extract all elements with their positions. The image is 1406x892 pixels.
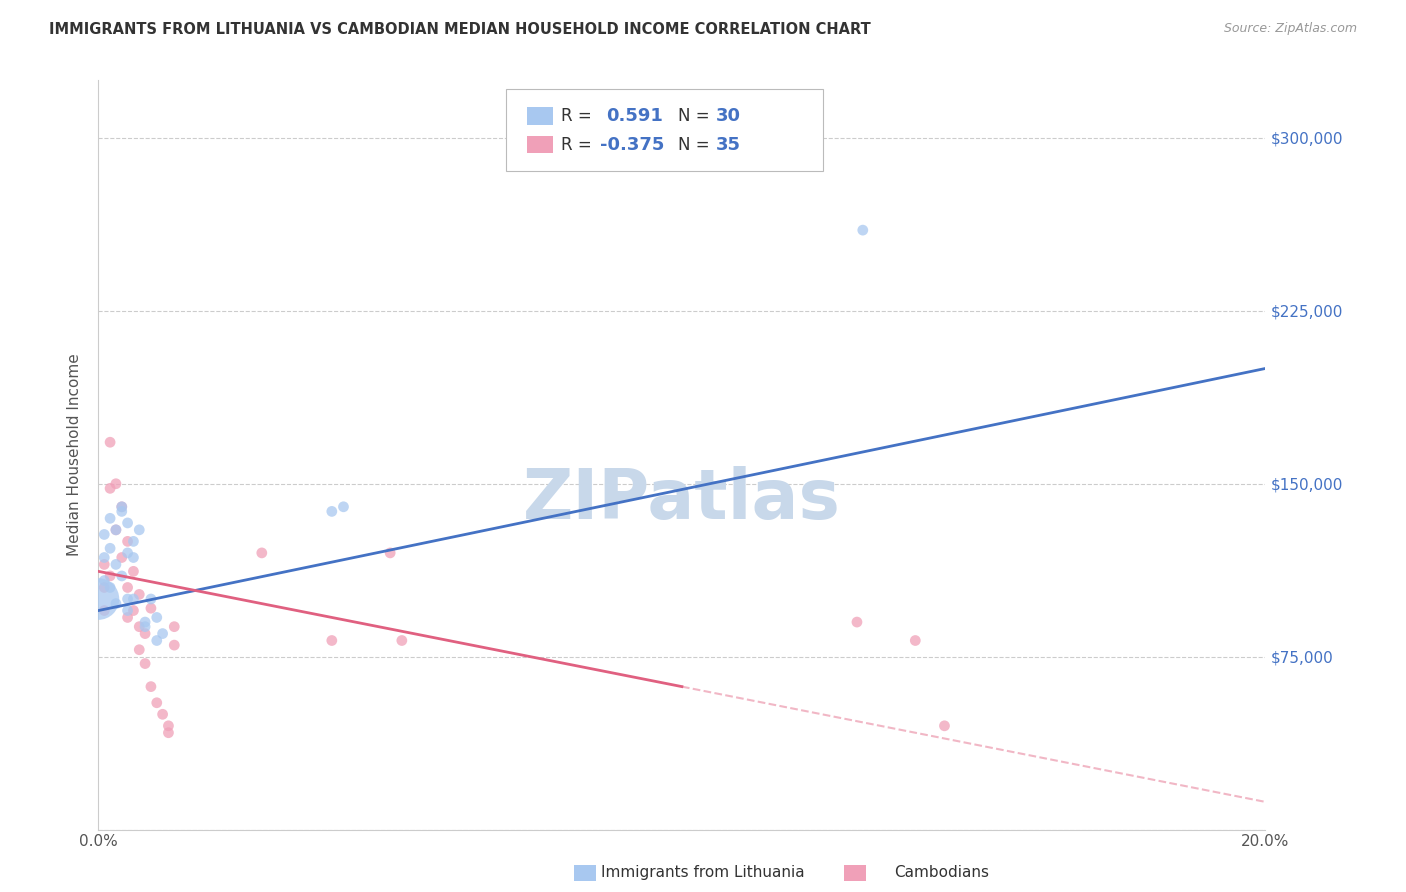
Point bbox=[128, 587, 150, 601]
Point bbox=[93, 527, 115, 541]
Point bbox=[134, 620, 156, 634]
Point bbox=[87, 592, 110, 607]
Point bbox=[152, 626, 174, 640]
Point bbox=[128, 620, 150, 634]
Point bbox=[111, 569, 134, 583]
Point bbox=[122, 592, 145, 607]
Text: Source: ZipAtlas.com: Source: ZipAtlas.com bbox=[1223, 22, 1357, 36]
Point bbox=[93, 581, 115, 595]
Text: R =: R = bbox=[561, 136, 598, 153]
Point bbox=[146, 696, 169, 710]
Point bbox=[250, 546, 273, 560]
Point bbox=[391, 633, 413, 648]
Point bbox=[846, 615, 869, 629]
Point bbox=[904, 633, 927, 648]
Point bbox=[111, 550, 134, 565]
Point bbox=[128, 523, 150, 537]
Point bbox=[139, 601, 162, 615]
Point bbox=[98, 541, 121, 556]
Point bbox=[332, 500, 354, 514]
Point bbox=[98, 581, 121, 595]
Point bbox=[380, 546, 402, 560]
Text: 35: 35 bbox=[716, 136, 741, 153]
Point bbox=[111, 500, 134, 514]
Text: ZIPatlas: ZIPatlas bbox=[523, 467, 841, 533]
Point bbox=[98, 435, 121, 450]
Point bbox=[934, 719, 956, 733]
Point bbox=[117, 610, 139, 624]
Point bbox=[98, 511, 121, 525]
Point bbox=[117, 516, 139, 530]
Text: 30: 30 bbox=[716, 107, 741, 125]
Point bbox=[122, 565, 145, 579]
Y-axis label: Median Household Income: Median Household Income bbox=[67, 353, 83, 557]
Point bbox=[117, 534, 139, 549]
Point bbox=[117, 592, 139, 607]
Point bbox=[93, 550, 115, 565]
Text: N =: N = bbox=[678, 107, 714, 125]
Point bbox=[111, 500, 134, 514]
Point bbox=[122, 550, 145, 565]
Point bbox=[134, 626, 156, 640]
Point bbox=[104, 597, 127, 611]
Point bbox=[93, 558, 115, 572]
Text: Immigrants from Lithuania: Immigrants from Lithuania bbox=[602, 865, 804, 880]
Point bbox=[111, 504, 134, 518]
Point bbox=[321, 633, 343, 648]
Point bbox=[122, 534, 145, 549]
Text: N =: N = bbox=[678, 136, 714, 153]
Point bbox=[321, 504, 343, 518]
Point bbox=[152, 707, 174, 722]
Point bbox=[93, 574, 115, 588]
Point bbox=[117, 581, 139, 595]
Point bbox=[852, 223, 875, 237]
Text: R =: R = bbox=[561, 107, 598, 125]
Point bbox=[104, 558, 127, 572]
Point bbox=[128, 642, 150, 657]
Point bbox=[98, 481, 121, 495]
Point bbox=[146, 610, 169, 624]
Point bbox=[117, 603, 139, 617]
Point bbox=[104, 523, 127, 537]
Point bbox=[157, 719, 180, 733]
Point bbox=[139, 592, 162, 607]
Point bbox=[139, 680, 162, 694]
Text: -0.375: -0.375 bbox=[600, 136, 665, 153]
Point bbox=[163, 638, 186, 652]
Point bbox=[157, 725, 180, 739]
Point bbox=[93, 603, 115, 617]
Text: Cambodians: Cambodians bbox=[894, 865, 990, 880]
Point bbox=[134, 615, 156, 629]
Text: 0.591: 0.591 bbox=[606, 107, 662, 125]
Point bbox=[98, 569, 121, 583]
Text: IMMIGRANTS FROM LITHUANIA VS CAMBODIAN MEDIAN HOUSEHOLD INCOME CORRELATION CHART: IMMIGRANTS FROM LITHUANIA VS CAMBODIAN M… bbox=[49, 22, 870, 37]
Point bbox=[117, 546, 139, 560]
Point bbox=[134, 657, 156, 671]
Point bbox=[104, 476, 127, 491]
Point bbox=[104, 523, 127, 537]
Point bbox=[163, 620, 186, 634]
Point bbox=[122, 603, 145, 617]
Point bbox=[146, 633, 169, 648]
